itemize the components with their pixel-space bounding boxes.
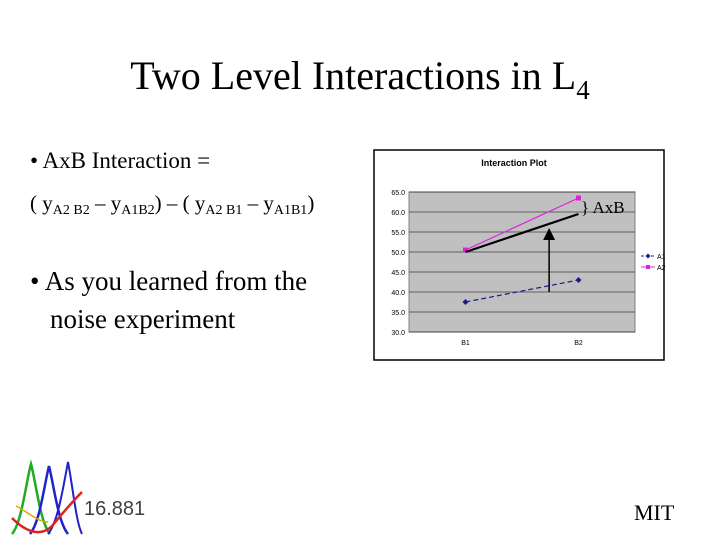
series-line-a1 bbox=[465, 279, 579, 303]
formula-part: – y bbox=[242, 191, 274, 215]
title-subscript: 4 bbox=[576, 75, 590, 105]
y-tick-label: 60.0 bbox=[391, 210, 405, 217]
data-point bbox=[575, 277, 582, 283]
y-tick-label: 65.0 bbox=[391, 190, 405, 197]
formula-part: – y bbox=[89, 191, 122, 215]
formula-subscript: A1B1 bbox=[273, 203, 308, 218]
y-tick-label: 45.0 bbox=[391, 270, 405, 277]
title-text: Two Level Interactions in L bbox=[130, 53, 577, 98]
bullet-axb-interaction: • AxB Interaction = bbox=[30, 148, 211, 173]
data-point bbox=[462, 299, 469, 305]
legend-marker bbox=[645, 253, 651, 259]
y-tick-label: 40.0 bbox=[391, 290, 405, 297]
x-tick-label: B2 bbox=[574, 340, 583, 347]
formula-subscript: A2 B2 bbox=[52, 203, 90, 218]
y-tick-label: 50.0 bbox=[391, 250, 405, 257]
formula-subscript: A1B2 bbox=[121, 203, 155, 218]
plot-area bbox=[408, 191, 636, 333]
data-point bbox=[576, 195, 581, 201]
interaction-formula: ( yA2 B2 – yA1B2) – ( yA2 B1 – yA1B1) bbox=[30, 188, 314, 226]
chart-title: Interaction Plot bbox=[481, 158, 547, 168]
series-line-a2 bbox=[465, 197, 579, 251]
interaction-plot: Interaction Plot 30.0 35.0 40.0 45.0 50.0 55.… bbox=[373, 149, 665, 361]
shifted-line bbox=[465, 212, 579, 254]
formula-part: ) bbox=[307, 191, 315, 215]
legend-label: A1 bbox=[657, 254, 665, 261]
formula-part: ( y bbox=[30, 191, 53, 215]
y-tick-label: 35.0 bbox=[391, 310, 405, 317]
formula-subscript: A2 B1 bbox=[205, 203, 243, 218]
footer-mit: MIT bbox=[634, 500, 675, 525]
formula-part: ) – ( y bbox=[154, 191, 206, 215]
legend-marker bbox=[646, 265, 650, 269]
x-tick-label: B1 bbox=[461, 340, 470, 347]
axb-annotation: } AxB bbox=[581, 198, 625, 217]
data-point bbox=[463, 247, 468, 253]
bullet2-line1: • As you learned from the bbox=[30, 266, 308, 296]
slide-title: Two Level Interactions in L4 bbox=[0, 52, 720, 114]
bullet2-line2: noise experiment bbox=[50, 304, 236, 334]
course-logo bbox=[10, 459, 83, 535]
legend-label: A2 bbox=[657, 265, 665, 272]
course-number: 16.881 bbox=[84, 498, 146, 520]
bullet-noise-experiment: • As you learned from the noise experimen… bbox=[30, 262, 307, 338]
y-tick-label: 55.0 bbox=[391, 230, 405, 237]
y-tick-label: 30.0 bbox=[391, 330, 405, 337]
